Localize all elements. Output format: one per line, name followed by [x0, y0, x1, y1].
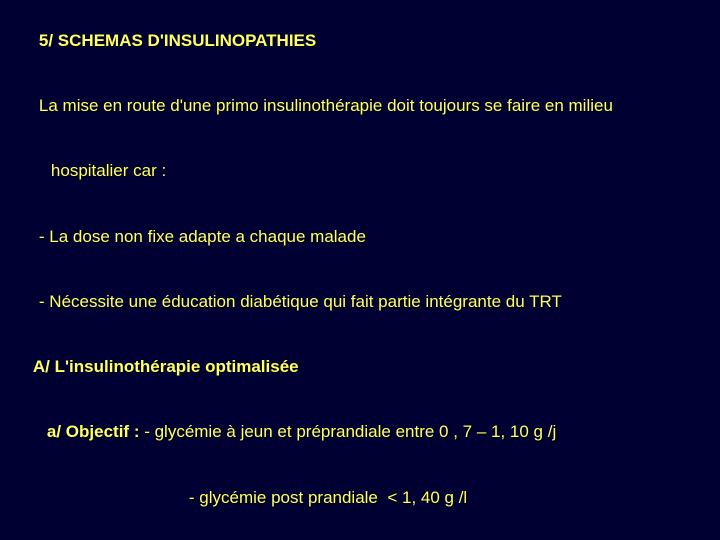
intro-line-2: hospitalier car :: [10, 139, 710, 204]
slide-content: 5/ SCHEMAS D'INSULINOPATHIES La mise en …: [0, 0, 720, 540]
objectif-line-1: a/ Objectif : - glycémie à jeun et prépr…: [10, 400, 710, 465]
bullet-dose-text: - La dose non fixe adapte a chaque malad…: [39, 227, 366, 246]
intro-text-1: La mise en route d'une primo insulinothé…: [39, 96, 613, 115]
bullet-education-text: - Nécessite une éducation diabétique qui…: [39, 292, 562, 311]
bullet-education: - Nécessite une éducation diabétique qui…: [10, 269, 710, 334]
bullet-dose: - La dose non fixe adapte a chaque malad…: [10, 204, 710, 269]
intro-text-2: hospitalier car :: [51, 161, 166, 180]
objectif-text-1: - glycémie à jeun et préprandiale entre …: [144, 422, 556, 441]
objectif-text-2: - glycémie post prandiale < 1, 40 g /l: [189, 488, 467, 507]
section-a-text: A/ L'insulinothérapie optimalisée: [33, 357, 299, 376]
section-a-heading: A/ L'insulinothérapie optimalisée: [10, 334, 710, 399]
objectif-label: a/ Objectif :: [47, 422, 144, 441]
intro-line-1: La mise en route d'une primo insulinothé…: [10, 73, 710, 138]
indication-heading: b/ Indication :: [10, 530, 710, 540]
heading-schemas: 5/ SCHEMAS D'INSULINOPATHIES: [10, 8, 710, 73]
objectif-line-2: - glycémie post prandiale < 1, 40 g /l: [10, 465, 710, 530]
heading-text: 5/ SCHEMAS D'INSULINOPATHIES: [39, 31, 316, 50]
